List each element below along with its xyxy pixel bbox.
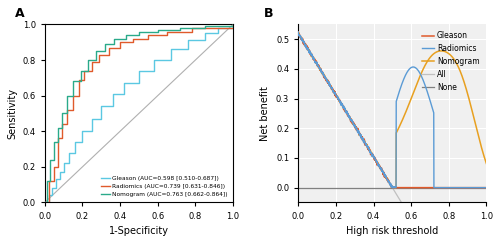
Legend: Gleason (AUC=0.598 [0.510-0.687]), Radiomics (AUC=0.739 [0.631-0.846]), Nomogram: Gleason (AUC=0.598 [0.510-0.687]), Radio… [98,174,230,200]
X-axis label: High risk threshold: High risk threshold [346,226,438,236]
Y-axis label: Net benefit: Net benefit [260,86,270,141]
Y-axis label: Sensitivity: Sensitivity [7,88,17,139]
Legend: Gleason, Radiomics, Nomogram, All, None: Gleason, Radiomics, Nomogram, All, None [420,28,482,95]
Text: B: B [264,7,274,20]
Text: A: A [14,7,24,20]
X-axis label: 1-Specificity: 1-Specificity [109,226,169,236]
